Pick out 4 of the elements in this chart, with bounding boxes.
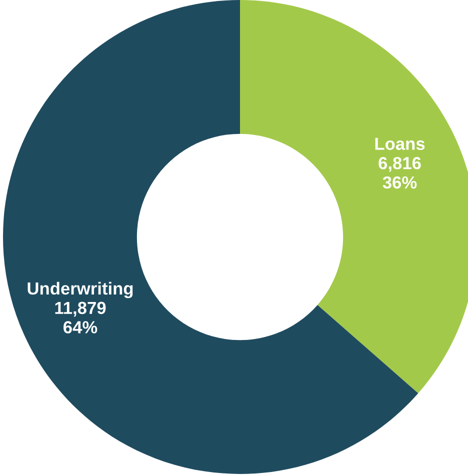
slice-label: Loans: [375, 138, 425, 150]
data-label: 6,816 36%: [378, 156, 421, 189]
data-label: 11,879 64%: [55, 302, 106, 334]
slice-label: Underwriting: [28, 282, 133, 298]
